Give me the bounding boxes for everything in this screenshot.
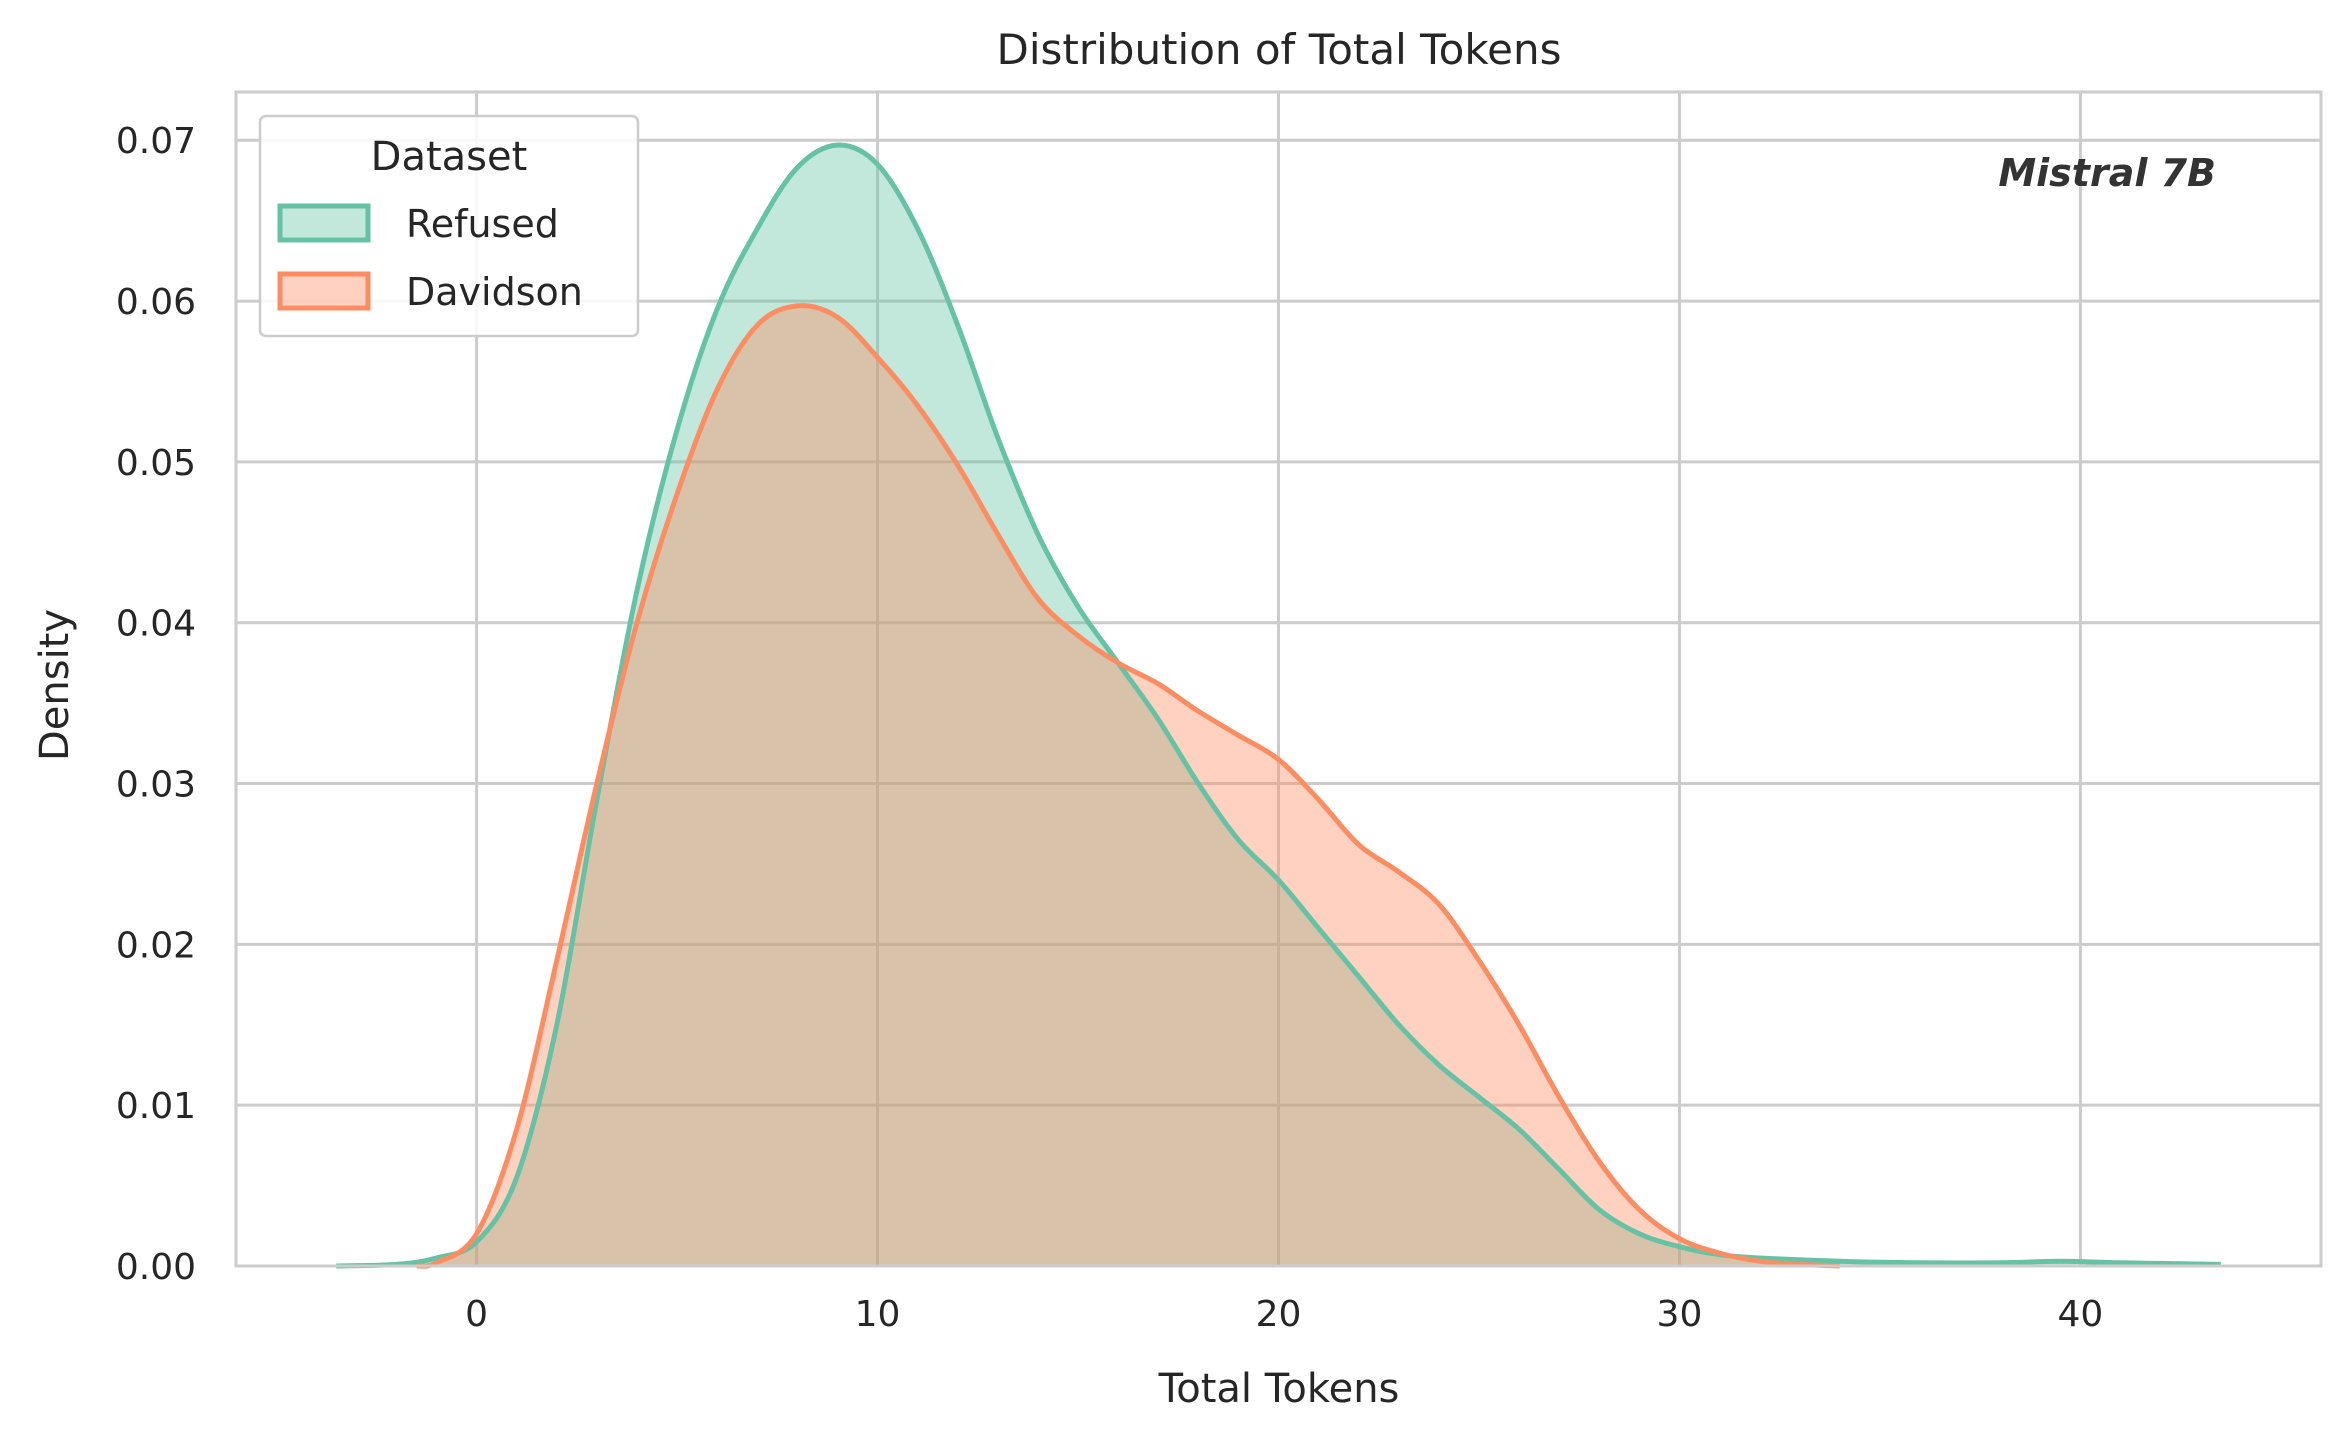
legend: Dataset Refused Davidson xyxy=(258,114,640,338)
density-areas xyxy=(336,145,2221,1267)
density-area-davidson xyxy=(416,305,1840,1267)
density-area-refused xyxy=(336,145,2221,1267)
legend-label-davidson: Davidson xyxy=(406,270,583,314)
legend-swatch-davidson xyxy=(277,271,371,311)
x-tick-label: 30 xyxy=(1657,1294,1703,1335)
x-axis-ticks: 0 10 20 30 40 xyxy=(465,1294,2103,1335)
plot-frame xyxy=(234,90,2323,1268)
y-axis-ticks: 0.00 0.01 0.02 0.03 0.04 0.05 0.06 0.07 xyxy=(116,121,196,1288)
legend-swatch-refused xyxy=(277,203,371,243)
model-annotation: Mistral 7B xyxy=(1998,151,2216,195)
y-tick-label: 0.06 xyxy=(116,282,196,323)
y-tick-label: 0.00 xyxy=(116,1247,196,1288)
y-tick-label: 0.05 xyxy=(116,443,196,484)
x-tick-label: 40 xyxy=(2058,1294,2104,1335)
legend-title: Dataset xyxy=(371,134,528,180)
y-tick-label: 0.01 xyxy=(116,1086,196,1127)
x-tick-label: 20 xyxy=(1256,1294,1302,1335)
x-axis-title: Total Tokens xyxy=(1158,1366,1400,1412)
chart-title: Distribution of Total Tokens xyxy=(996,25,1561,74)
y-axis-title: Density xyxy=(32,609,78,761)
legend-box xyxy=(258,114,640,338)
x-tick-label: 10 xyxy=(855,1294,901,1335)
density-lines xyxy=(336,142,2221,1269)
density-line-davidson xyxy=(416,303,1840,1269)
x-tick-label: 0 xyxy=(465,1294,488,1335)
y-tick-label: 0.07 xyxy=(116,121,196,162)
y-tick-label: 0.04 xyxy=(116,604,196,645)
y-tick-label: 0.03 xyxy=(116,765,196,806)
legend-label-refused: Refused xyxy=(406,202,559,246)
y-tick-label: 0.02 xyxy=(116,925,196,966)
